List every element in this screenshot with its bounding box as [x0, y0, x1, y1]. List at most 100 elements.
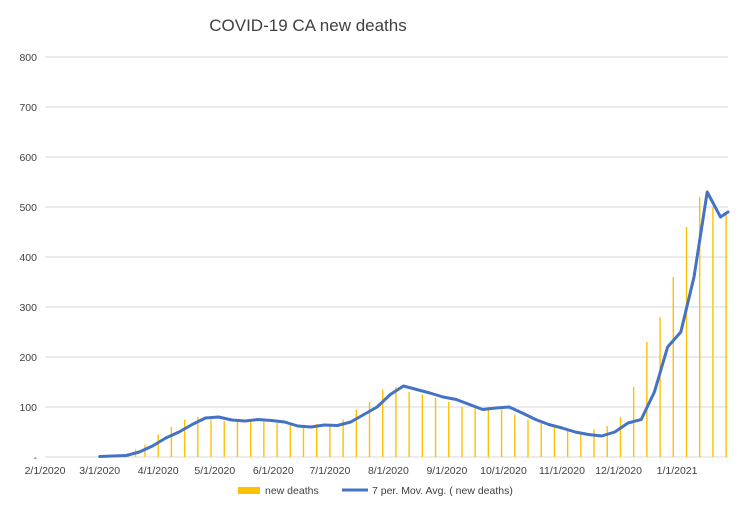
bar-new-deaths [302, 426, 305, 457]
x-tick-label: 3/1/2020 [79, 465, 120, 477]
line-point-moving-average [217, 415, 220, 419]
bar-new-deaths [659, 317, 661, 457]
line-point-moving-average [349, 420, 352, 424]
bar-new-deaths [289, 425, 291, 457]
x-tick-label: 10/1/2020 [480, 465, 527, 477]
bar-new-deaths [448, 402, 450, 457]
line-point-moving-average [560, 426, 564, 430]
legend: new deaths 7 per. Mov. Avg. ( new deaths… [238, 485, 513, 497]
bar-new-deaths [619, 417, 622, 457]
line-point-moving-average [402, 384, 405, 388]
line-point-moving-average [507, 405, 511, 409]
line-point-moving-average [124, 454, 128, 457]
line-point-moving-average [573, 430, 577, 434]
grid-lines [45, 56, 728, 458]
line-point-moving-average [296, 424, 300, 428]
x-tick-label: 1/1/2021 [657, 465, 698, 477]
y-tick-label: 200 [19, 352, 37, 364]
bar-new-deaths [553, 427, 556, 457]
line-point-moving-average [283, 420, 286, 424]
y-tick-label: 700 [19, 102, 37, 114]
line-point-moving-average [534, 418, 537, 421]
bar-new-deaths [408, 392, 410, 457]
line-point-moving-average [204, 416, 207, 420]
line-point-moving-average [706, 190, 709, 194]
bar-new-deaths [355, 409, 358, 457]
line-point-moving-average [666, 345, 669, 349]
line-point-moving-average [177, 430, 181, 434]
line-point-moving-average [257, 418, 260, 421]
legend-label-moving-average: 7 per. Mov. Avg. ( new deaths) [372, 485, 513, 497]
bar-new-deaths [606, 426, 608, 457]
bar-new-deaths [698, 197, 701, 457]
y-tick-label: 600 [19, 152, 37, 164]
line-point-moving-average [547, 423, 550, 426]
y-axis: - 100 200 300 400 500 600 700 800 [19, 52, 37, 464]
x-tick-label: 9/1/2020 [426, 465, 467, 477]
bar-new-deaths [514, 414, 516, 457]
bar-new-deaths [223, 421, 225, 457]
line-point-moving-average [626, 421, 630, 425]
chart-title: COVID-19 CA new deaths [209, 16, 406, 35]
line-point-moving-average [600, 434, 603, 438]
bar-new-deaths [725, 212, 727, 457]
bar-new-deaths [263, 421, 265, 457]
bar-new-deaths [461, 407, 463, 457]
y-tick-label: 400 [19, 252, 37, 264]
y-tick-label: 100 [19, 402, 37, 414]
bar-new-deaths [183, 419, 186, 457]
line-point-moving-average [455, 398, 458, 401]
bar-new-deaths [474, 408, 476, 457]
bar-new-deaths [685, 227, 688, 457]
line-point-moving-average [164, 436, 167, 440]
y-tick-label: 300 [19, 302, 37, 314]
x-tick-label: 2/1/2020 [25, 465, 66, 477]
bar-new-deaths [500, 409, 503, 457]
line-point-moving-average [640, 418, 643, 421]
bar-new-deaths [593, 429, 595, 457]
line-moving-average [98, 190, 730, 458]
line-point-moving-average [362, 413, 366, 416]
bar-new-deaths [276, 423, 278, 457]
line-point-moving-average [587, 433, 590, 436]
x-tick-label: 8/1/2020 [368, 465, 409, 477]
x-tick-label: 4/1/2020 [138, 465, 179, 477]
bar-new-deaths [672, 277, 674, 457]
bar-new-deaths [210, 419, 212, 457]
x-tick-label: 7/1/2020 [309, 465, 350, 477]
line-point-moving-average [270, 419, 273, 422]
line-point-moving-average [428, 391, 432, 395]
bar-new-deaths [368, 402, 371, 457]
bar-new-deaths [540, 423, 542, 457]
bar-new-deaths [170, 427, 173, 457]
line-point-moving-average [190, 423, 194, 426]
x-axis: 2/1/2020 3/1/2020 4/1/2020 5/1/2020 6/1/2020… [25, 465, 698, 477]
line-point-moving-average [441, 395, 445, 399]
line-point-moving-average [230, 418, 233, 422]
legend-label-new-deaths: new deaths [265, 485, 319, 497]
bar-new-deaths [527, 419, 529, 457]
line-point-moving-average [309, 425, 313, 429]
bar-new-deaths [315, 424, 318, 457]
line-point-moving-average [653, 390, 656, 394]
bar-new-deaths [712, 207, 714, 457]
bar-new-deaths [236, 422, 239, 457]
y-tick-label: 800 [19, 52, 37, 64]
bar-new-deaths [566, 431, 569, 457]
line-point-moving-average [375, 405, 379, 409]
line-point-moving-average [726, 210, 730, 214]
line-point-moving-average [494, 406, 498, 410]
bar-new-deaths [197, 417, 199, 457]
x-tick-label: 12/1/2020 [595, 465, 642, 477]
line-point-moving-average [415, 388, 418, 391]
bar-series-new-deaths [99, 197, 727, 457]
bar-new-deaths [487, 407, 490, 457]
bar-new-deaths [580, 433, 582, 457]
bar-new-deaths [382, 389, 384, 457]
y-tick-label: - [34, 452, 38, 464]
line-point-moving-average [719, 215, 722, 219]
bar-new-deaths [157, 434, 159, 457]
line-point-moving-average [521, 411, 524, 415]
